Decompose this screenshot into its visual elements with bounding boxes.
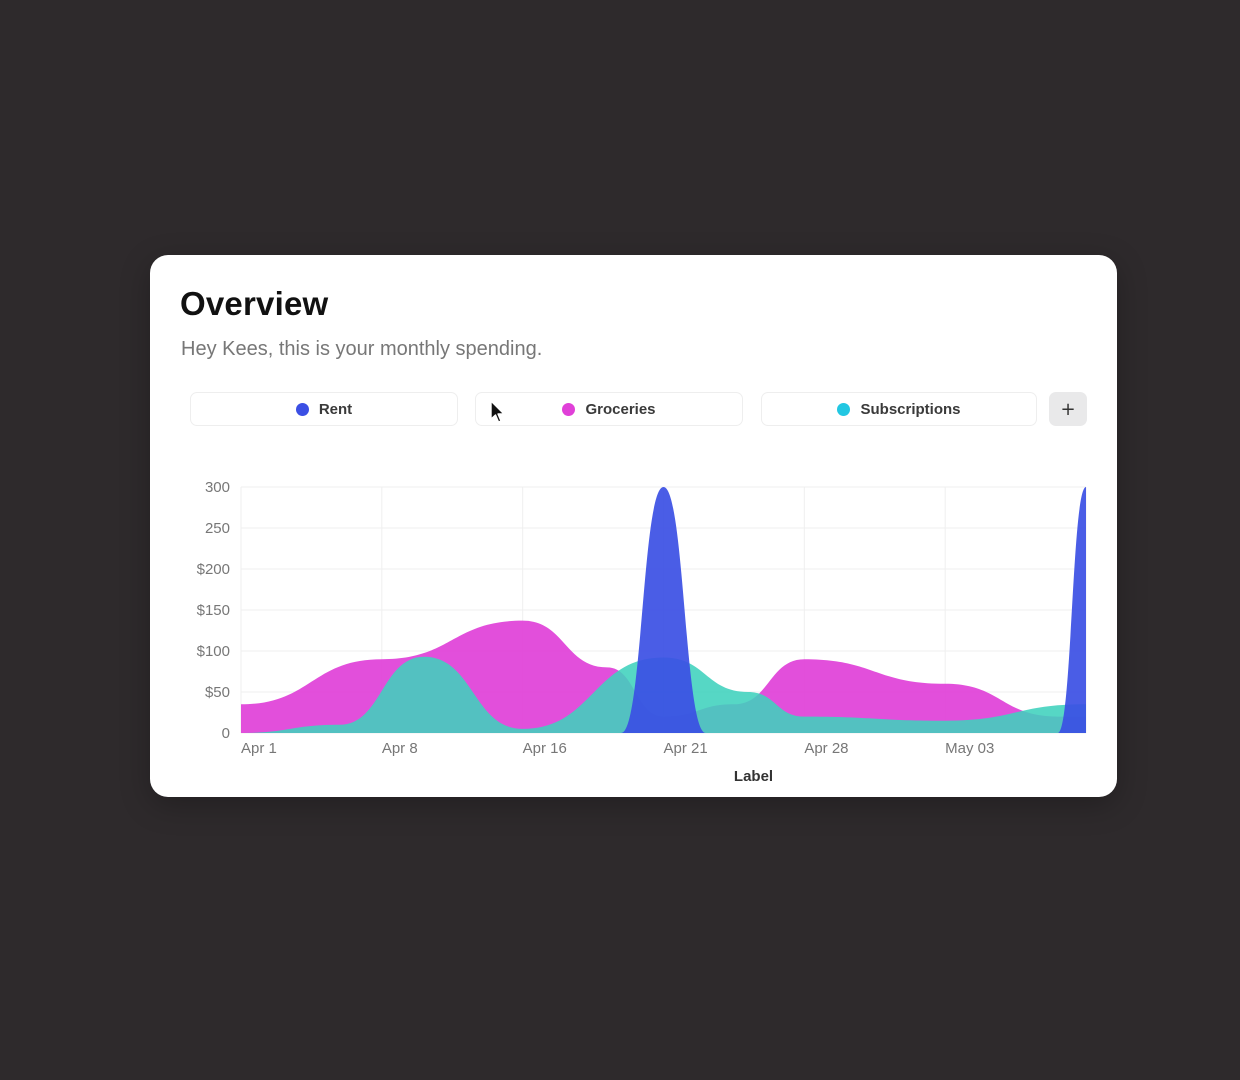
x-tick-label: Apr 21 [664,740,708,757]
y-tick-label: $150 [197,602,230,619]
legend-label-subscriptions: Subscriptions [860,400,961,418]
y-tick-label: $200 [197,561,230,578]
legend-item-groceries[interactable]: Groceries [475,392,743,426]
rent-dot-icon [295,402,309,416]
page-title: Overview [180,285,329,322]
x-tick-label: Apr 8 [382,740,418,757]
subscriptions-dot-icon [837,402,851,416]
add-series-button[interactable]: + [1049,392,1087,426]
x-tick-label: May 03 [945,740,994,757]
page-subtitle: Hey Kees, this is your monthly spending. [181,338,543,360]
y-tick-label: $50 [205,684,230,701]
legend-item-rent[interactable]: Rent [190,392,458,426]
legend-item-subscriptions[interactable]: Subscriptions [761,392,1037,426]
legend-label-groceries: Groceries [585,400,656,418]
y-tick-label: 250 [205,520,230,537]
x-tick-label: Apr 28 [804,740,848,757]
legend-label-rent: Rent [318,400,353,418]
groceries-dot-icon [562,402,576,416]
x-tick-label: Apr 1 [241,740,277,757]
area-series-rent [241,487,1086,733]
y-tick-label: $100 [197,643,230,660]
mouse-cursor-icon [490,400,505,423]
x-tick-label: Apr 16 [523,740,567,757]
spending-chart: 0 $50 $100 $150 $200 250 300 Apr 1 Apr 8 Apr 16 Ap… [197,479,1087,785]
x-axis-title: Label [734,768,773,785]
y-tick-label: 300 [205,479,230,496]
y-tick-label: 0 [222,725,230,742]
overview-card: Overview Hey Kees, this is your monthly … [150,255,1117,797]
